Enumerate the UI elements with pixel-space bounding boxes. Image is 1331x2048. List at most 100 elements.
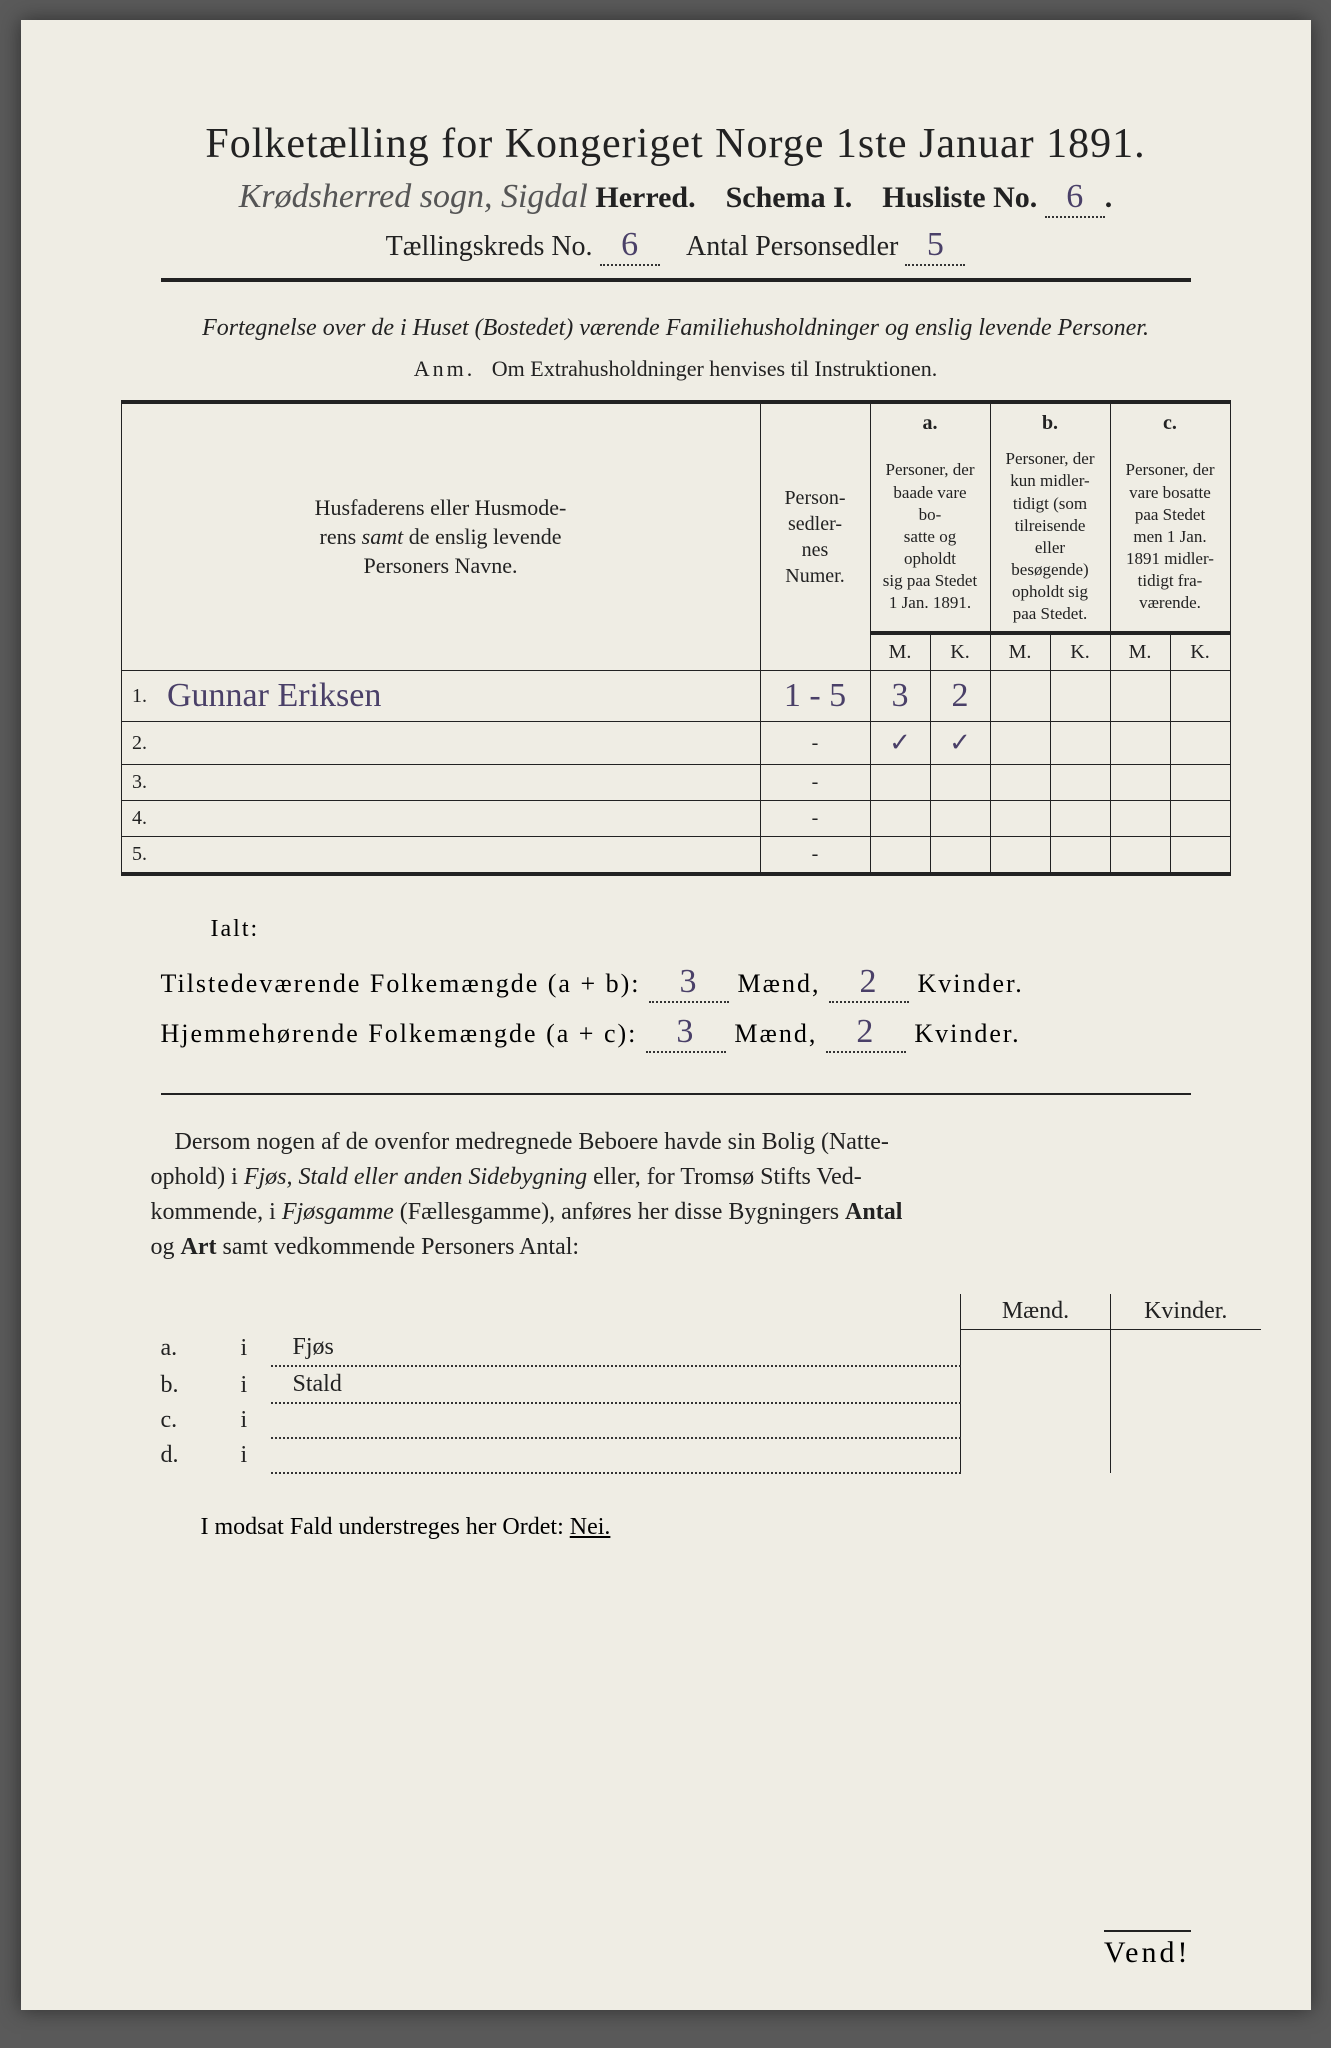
ialt-label: Ialt: xyxy=(211,916,1231,943)
side-maend-header: Mænd. xyxy=(961,1294,1111,1330)
row-numer: - xyxy=(760,722,870,765)
row-numer: 1 - 5 xyxy=(784,677,846,714)
side-row: b. i Stald xyxy=(151,1366,1261,1403)
maend-label: Mænd, xyxy=(734,1019,817,1048)
anm-label: Anm. xyxy=(414,356,476,381)
row-name xyxy=(157,837,760,875)
kvinder-label: Kvinder. xyxy=(914,1019,1020,1048)
sidebygning-para: Dersom nogen af de ovenfor medregnede Be… xyxy=(151,1125,1201,1264)
row-am xyxy=(870,765,930,801)
col-a-label: a. xyxy=(923,412,938,434)
row-bm xyxy=(990,671,1050,722)
row-am: 3 xyxy=(892,677,909,714)
row-cm xyxy=(1110,801,1170,837)
row-ak xyxy=(930,801,990,837)
kvinder-label: Kvinder. xyxy=(917,969,1023,998)
side-letter: d. xyxy=(151,1438,231,1473)
row-am xyxy=(870,837,930,875)
row-ak xyxy=(930,837,990,875)
side-type: Stald xyxy=(293,1371,342,1397)
personsedler-no: 5 xyxy=(905,226,965,266)
divider-mid xyxy=(161,1093,1191,1095)
tilstede-k: 2 xyxy=(829,963,909,1003)
col-numer-header: Person-sedler-nesNumer. xyxy=(771,485,860,589)
table-row: 3. - xyxy=(121,765,1230,801)
hjemme-k: 2 xyxy=(826,1013,906,1053)
tilstede-m: 3 xyxy=(649,963,729,1003)
col-c-text: Personer, dervare bosattepaa Stedetmen 1… xyxy=(1121,459,1220,614)
divider-top xyxy=(161,278,1191,282)
row-ak: ✓ xyxy=(949,728,971,757)
col-a-k: K. xyxy=(930,633,990,671)
side-type xyxy=(271,1403,961,1438)
side-kvinder-header: Kvinder. xyxy=(1111,1294,1261,1330)
row-numer: - xyxy=(760,801,870,837)
row-cm xyxy=(1110,837,1170,875)
col-c-m: M. xyxy=(1110,633,1170,671)
row-cm xyxy=(1110,765,1170,801)
nei-word: Nei. xyxy=(570,1514,611,1540)
row-bk xyxy=(1050,765,1110,801)
tilstede-label: Tilstedeværende Folkemængde (a + b): xyxy=(161,969,641,998)
col-b-m: M. xyxy=(990,633,1050,671)
side-i: i xyxy=(231,1438,271,1473)
row-bm xyxy=(990,765,1050,801)
row-numer: - xyxy=(760,765,870,801)
schema-label: Schema I. xyxy=(726,181,853,214)
table-row: 5. - xyxy=(121,837,1230,875)
side-row: d. i xyxy=(151,1438,1261,1473)
row-ak xyxy=(930,765,990,801)
kreds-no: 6 xyxy=(600,226,660,266)
side-i: i xyxy=(231,1330,271,1366)
row-bk xyxy=(1050,801,1110,837)
row-ck xyxy=(1170,671,1230,722)
col-b-label: b. xyxy=(1042,412,1058,434)
table-row: 1. Gunnar Eriksen 1 - 5 3 2 xyxy=(121,671,1230,722)
hjemme-label: Hjemmehørende Folkemængde (a + c): xyxy=(161,1019,638,1048)
side-letter: a. xyxy=(151,1330,231,1366)
household-table: Husfaderens eller Husmode-rens samt de e… xyxy=(121,400,1231,876)
row-num: 2. xyxy=(121,722,157,765)
col-a-text: Personer, derbaade vare bo-satte og opho… xyxy=(881,459,980,614)
row-num: 1. xyxy=(121,671,157,722)
hjemme-line: Hjemmehørende Folkemængde (a + c): 3 Mæn… xyxy=(161,1013,1191,1053)
col-a-m: M. xyxy=(870,633,930,671)
anm-text: Om Extrahusholdninger henvises til Instr… xyxy=(492,356,937,381)
row-am: ✓ xyxy=(889,728,911,757)
row-ck xyxy=(1170,837,1230,875)
side-row: c. i xyxy=(151,1403,1261,1438)
side-type: Fjøs xyxy=(293,1334,334,1360)
row-cm xyxy=(1110,671,1170,722)
vend-label: Vend! xyxy=(1104,1930,1191,1970)
row-bm xyxy=(990,801,1050,837)
row-bm xyxy=(990,722,1050,765)
side-letter: c. xyxy=(151,1403,231,1438)
col-b-k: K. xyxy=(1050,633,1110,671)
page-title: Folketælling for Kongeriget Norge 1ste J… xyxy=(121,120,1231,168)
table-row: 4. - xyxy=(121,801,1230,837)
side-type xyxy=(271,1438,961,1473)
row-ck xyxy=(1170,801,1230,837)
sogn-handwritten: Krødsherred sogn, Sigdal xyxy=(239,178,588,215)
col-c-k: K. xyxy=(1170,633,1230,671)
hjemme-m: 3 xyxy=(646,1013,726,1053)
side-row: a. i Fjøs xyxy=(151,1330,1261,1366)
row-numer: - xyxy=(760,837,870,875)
tilstede-line: Tilstedeværende Folkemængde (a + b): 3 M… xyxy=(161,963,1191,1003)
col-names-header: Husfaderens eller Husmode-rens samt de e… xyxy=(132,474,750,600)
intro-text: Fortegnelse over de i Huset (Bostedet) v… xyxy=(181,312,1171,344)
side-i: i xyxy=(231,1403,271,1438)
row-name: Gunnar Eriksen xyxy=(167,677,381,714)
herred-line: Krødsherred sogn, Sigdal Herred. Schema … xyxy=(121,178,1231,218)
census-form-page: Folketælling for Kongeriget Norge 1ste J… xyxy=(21,20,1311,2010)
kreds-label: Tællingskreds No. xyxy=(386,231,593,262)
row-ak: 2 xyxy=(952,677,969,714)
maend-label: Mænd, xyxy=(738,969,821,998)
husliste-label: Husliste No. xyxy=(882,181,1037,214)
row-num: 4. xyxy=(121,801,157,837)
side-letter: b. xyxy=(151,1366,231,1403)
side-i: i xyxy=(231,1366,271,1403)
row-bk xyxy=(1050,837,1110,875)
row-am xyxy=(870,801,930,837)
anm-line: Anm. Om Extrahusholdninger henvises til … xyxy=(121,356,1231,382)
